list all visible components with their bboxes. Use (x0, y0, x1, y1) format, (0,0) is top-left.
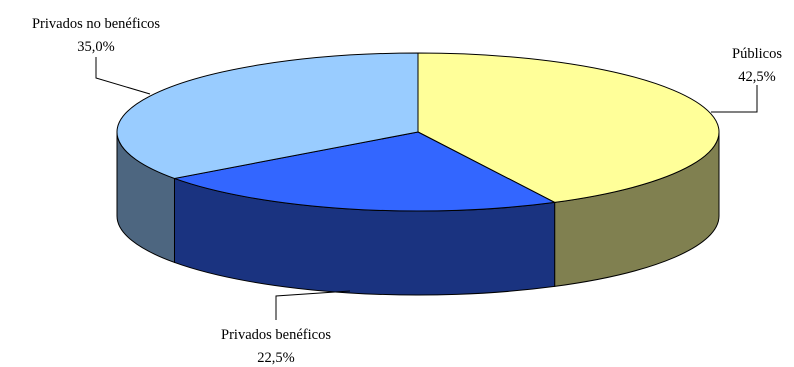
pie-slice-privados-beneficos (172, 131, 557, 212)
pie-sides (116, 131, 720, 296)
pie-slice-privados-no-beneficos (116, 52, 419, 179)
pie-tops (116, 52, 720, 212)
slice-label-publicos: Públicos (732, 46, 782, 62)
leader-line-privados-beneficos (275, 290, 351, 320)
slice-value-privados-no-beneficos: 35,0% (77, 39, 114, 55)
leader-line-privados-no-beneficos (95, 57, 151, 95)
slice-label-privados-beneficos: Privados benéficos (221, 327, 331, 343)
pie-slice-publicos (417, 52, 720, 203)
pie-labels: Públicos 42,5% Privados benéficos 22,5% Priv… (32, 16, 782, 366)
slice-value-publicos: 42,5% (738, 69, 775, 85)
slice-label-privados-no-beneficos: Privados no benéficos (32, 16, 160, 32)
leader-line-publicos (711, 85, 758, 113)
slice-value-privados-beneficos: 22,5% (257, 350, 294, 366)
